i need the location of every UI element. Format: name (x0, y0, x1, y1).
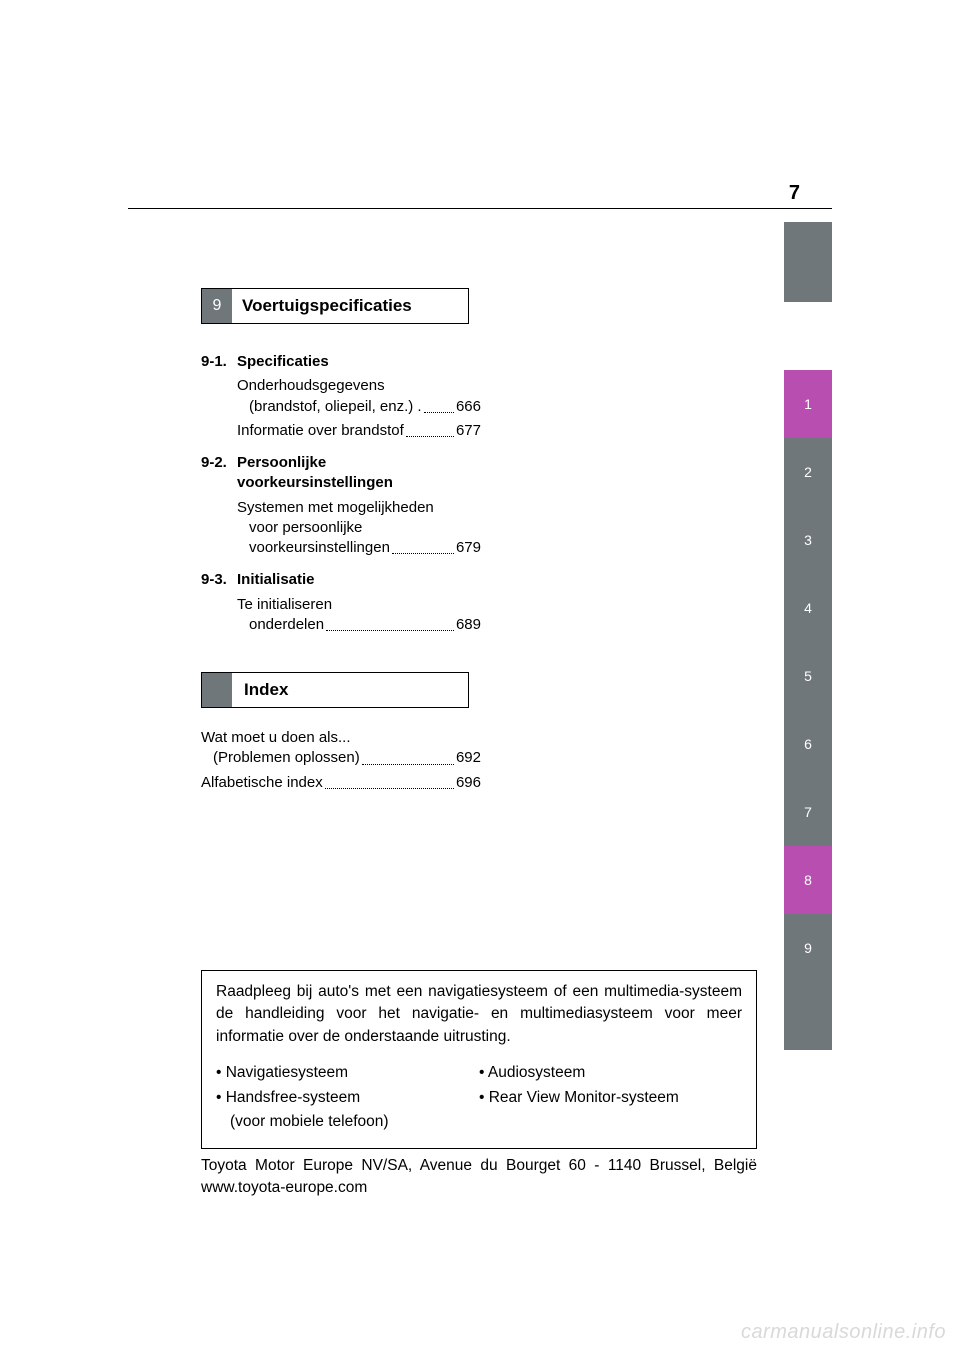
toc-dots (325, 788, 454, 789)
section-title: Voertuigspecificaties (232, 289, 468, 323)
side-tab-6[interactable]: 6 (784, 710, 832, 778)
toc-entry-line: voor persoonlijke (237, 518, 481, 538)
toc-entry: Informatie over brandstof 677 (201, 421, 481, 441)
toc-entry-label: Informatie over brandstof (237, 421, 404, 441)
index-entries: Wat moet u doen als...(Problemen oplosse… (201, 724, 481, 793)
toc-entry-row: voorkeursinstellingen 679 (237, 538, 481, 558)
toc-entry-label: voorkeursinstellingen (237, 538, 390, 558)
info-bullet: • Rear View Monitor-systeem (479, 1087, 742, 1109)
side-tab-7[interactable]: 7 (784, 778, 832, 846)
toc-entry: Alfabetische index 696 (201, 773, 481, 793)
header-rule (128, 208, 832, 209)
index-header-box: Index (201, 672, 469, 708)
info-box: Raadpleeg bij auto's met een navigatiesy… (201, 970, 757, 1149)
toc-entry-label: onderdelen (237, 615, 324, 635)
toc-entry: Te initialiserenonderdelen 689 (201, 595, 481, 636)
info-bullet: • Navigatiesysteem (216, 1062, 479, 1084)
info-col-left: • Navigatiesysteem • Handsfree-systeem(vo… (216, 1060, 479, 1133)
side-tab-4[interactable]: 4 (784, 574, 832, 642)
side-tab-1[interactable]: 1 (784, 370, 832, 438)
info-bullet: • Handsfree-systeem (216, 1087, 479, 1109)
side-tab-2[interactable]: 2 (784, 438, 832, 506)
side-tab-blank[interactable] (784, 982, 832, 1050)
side-tabs: 123456789 (784, 370, 832, 1050)
toc-entry-line: Systemen met mogelijkheden (237, 498, 481, 518)
page-number: 7 (789, 182, 800, 205)
side-tab-9[interactable]: 9 (784, 914, 832, 982)
toc-entry-line: Wat moet u doen als... (201, 728, 481, 748)
index-title: Index (232, 673, 468, 707)
top-right-grey-block (784, 222, 832, 302)
info-lead: Raadpleeg bij auto's met een navigatiesy… (216, 981, 742, 1048)
toc: 9-1.Specificaties Onderhoudsgegevens(bran… (201, 340, 481, 635)
toc-entry-row: Informatie over brandstof 677 (237, 421, 481, 441)
toc-entry-label: (Problemen oplossen) (201, 748, 360, 768)
toc-dots (406, 436, 454, 437)
toc-dots (326, 630, 454, 631)
toc-entry-label: Alfabetische index (201, 773, 323, 793)
footer-text: Toyota Motor Europe NV/SA, Avenue du Bou… (201, 1155, 757, 1200)
toc-subheading: 9-1.Specificaties (201, 352, 481, 372)
info-bullet: • Audiosysteem (479, 1062, 742, 1084)
toc-entry-row: (brandstof, oliepeil, enz.) . 666 (237, 397, 481, 417)
toc-page: 679 (456, 538, 481, 558)
info-col-right: • Audiosysteem • Rear View Monitor-systee… (479, 1060, 742, 1133)
toc-entry-line: Te initialiseren (237, 595, 481, 615)
toc-page: 689 (456, 615, 481, 635)
section-number: 9 (202, 289, 232, 323)
toc-dots (362, 764, 454, 765)
side-tab-8[interactable]: 8 (784, 846, 832, 914)
toc-page: 692 (456, 748, 481, 768)
toc-entry: Wat moet u doen als...(Problemen oplosse… (201, 728, 481, 769)
toc-dots (392, 553, 454, 554)
toc-page: 666 (456, 397, 481, 417)
toc-entry-row: onderdelen 689 (237, 615, 481, 635)
watermark: carmanualsonline.info (741, 1321, 946, 1344)
section-header-box: 9 Voertuigspecificaties (201, 288, 469, 324)
toc-subheading: 9-2.Persoonlijkevoorkeursinstellingen (201, 453, 481, 494)
toc-entry-row: (Problemen oplossen) 692 (201, 748, 481, 768)
toc-dots (424, 412, 454, 413)
toc-entry-line: Onderhoudsgegevens (237, 376, 481, 396)
side-tab-3[interactable]: 3 (784, 506, 832, 574)
side-tab-5[interactable]: 5 (784, 642, 832, 710)
page: 7 123456789 9 Voertuigspecificaties 9-1.… (0, 0, 960, 1358)
toc-subheading: 9-3.Initialisatie (201, 570, 481, 590)
toc-entry: Systemen met mogelijkhedenvoor persoonli… (201, 498, 481, 559)
info-columns: • Navigatiesysteem • Handsfree-systeem(vo… (216, 1060, 742, 1133)
toc-page: 677 (456, 421, 481, 441)
info-bullet: (voor mobiele telefoon) (216, 1111, 479, 1133)
toc-entry-row: Alfabetische index 696 (201, 773, 481, 793)
toc-page: 696 (456, 773, 481, 793)
toc-entry-label: (brandstof, oliepeil, enz.) . (237, 397, 422, 417)
index-grey-stub (202, 673, 232, 707)
toc-entry: Onderhoudsgegevens(brandstof, oliepeil, … (201, 376, 481, 417)
